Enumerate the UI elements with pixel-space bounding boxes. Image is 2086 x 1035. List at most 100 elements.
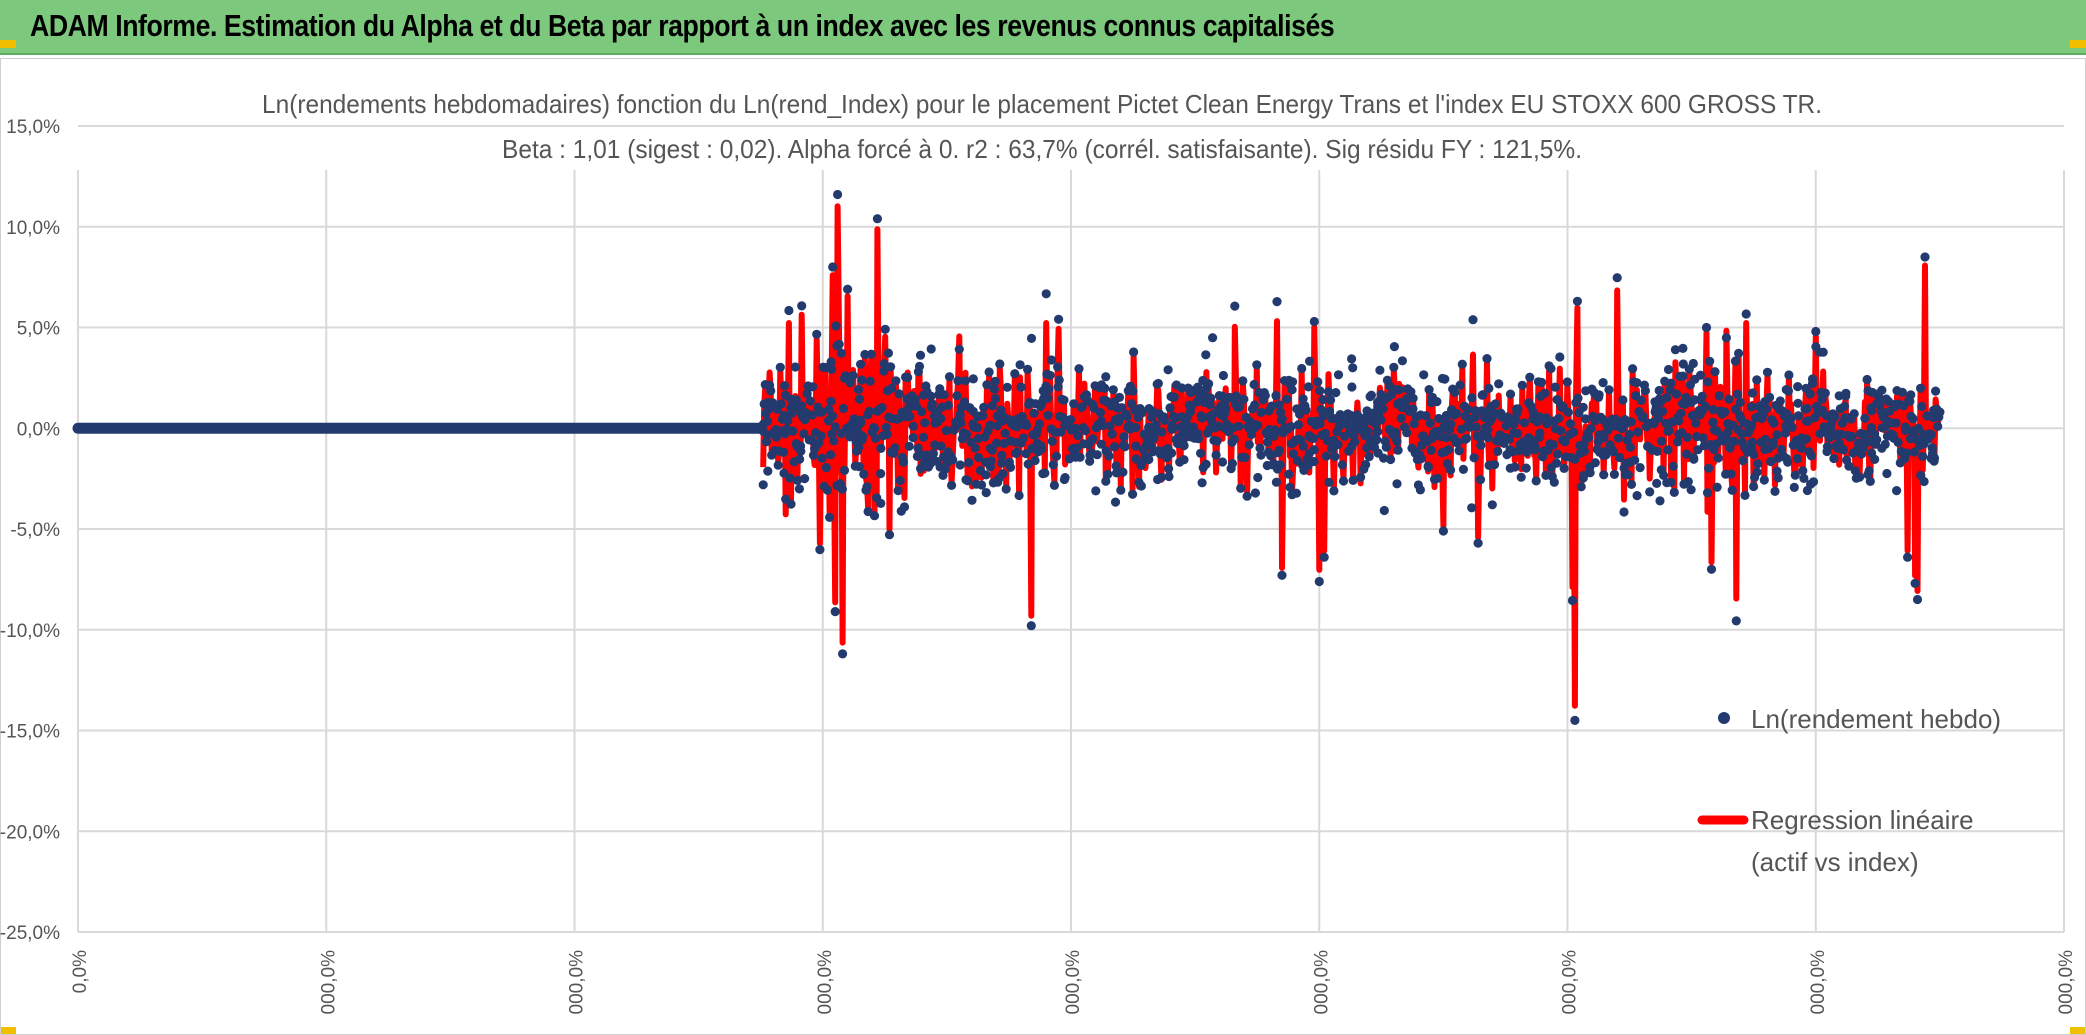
data-point bbox=[1735, 397, 1745, 407]
data-point bbox=[1236, 483, 1246, 493]
data-point bbox=[1698, 433, 1708, 443]
data-point bbox=[1689, 454, 1699, 464]
data-point bbox=[828, 262, 838, 272]
data-point bbox=[1015, 360, 1025, 370]
data-point bbox=[1329, 435, 1339, 445]
data-point bbox=[1916, 383, 1926, 393]
data-point bbox=[1801, 434, 1811, 444]
data-point bbox=[1724, 394, 1734, 404]
data-point bbox=[1733, 425, 1743, 435]
data-point bbox=[876, 469, 886, 479]
data-point bbox=[1014, 490, 1024, 501]
data-point bbox=[1197, 413, 1207, 423]
data-point bbox=[794, 484, 805, 494]
data-point bbox=[1088, 399, 1098, 410]
data-point bbox=[1419, 370, 1429, 380]
data-point bbox=[1129, 347, 1139, 357]
data-point bbox=[1218, 391, 1228, 401]
data-point bbox=[1632, 378, 1642, 388]
y-tick-label: -20,0% bbox=[0, 822, 60, 843]
data-point bbox=[902, 394, 912, 404]
data-point bbox=[1197, 478, 1207, 488]
data-point bbox=[1553, 449, 1563, 459]
data-point bbox=[1531, 476, 1541, 486]
data-point bbox=[1607, 445, 1617, 455]
data-point bbox=[973, 423, 983, 433]
data-point bbox=[779, 468, 789, 478]
data-point bbox=[1315, 386, 1325, 396]
data-point bbox=[1578, 402, 1588, 412]
data-point bbox=[1806, 451, 1816, 461]
data-point bbox=[1238, 376, 1248, 386]
data-point bbox=[1128, 489, 1138, 499]
data-point bbox=[977, 480, 987, 490]
data-point bbox=[1231, 391, 1241, 401]
data-point bbox=[1023, 364, 1033, 374]
data-point bbox=[1088, 434, 1098, 444]
data-point bbox=[1144, 454, 1154, 465]
data-point bbox=[1645, 487, 1655, 497]
data-point bbox=[792, 441, 802, 451]
data-point bbox=[1897, 387, 1907, 397]
data-point bbox=[1613, 433, 1624, 443]
data-point bbox=[1477, 390, 1487, 400]
data-point bbox=[1394, 385, 1404, 395]
data-point bbox=[1626, 417, 1636, 427]
data-point bbox=[1776, 444, 1786, 455]
data-point bbox=[786, 403, 796, 413]
data-point bbox=[1651, 404, 1661, 414]
data-point bbox=[955, 460, 965, 470]
data-point bbox=[1900, 422, 1910, 432]
data-point bbox=[1262, 437, 1273, 447]
data-point bbox=[1705, 356, 1715, 366]
data-point bbox=[1287, 385, 1297, 395]
data-point bbox=[1098, 421, 1108, 431]
data-point bbox=[1338, 476, 1349, 486]
data-point bbox=[1805, 389, 1815, 399]
data-point bbox=[773, 460, 783, 470]
data-point bbox=[1726, 469, 1736, 479]
data-point bbox=[1205, 400, 1215, 410]
data-point bbox=[1165, 403, 1175, 413]
data-point bbox=[1249, 379, 1259, 390]
data-point bbox=[1920, 252, 1930, 262]
data-point bbox=[1364, 452, 1374, 462]
data-point bbox=[1131, 441, 1141, 451]
data-point bbox=[1717, 409, 1727, 419]
data-point bbox=[1877, 443, 1887, 453]
data-point bbox=[1406, 404, 1416, 414]
data-point bbox=[1047, 436, 1057, 446]
data-point bbox=[1525, 372, 1535, 382]
chart-title: Ln(rendements hebdomadaires) fonction du… bbox=[262, 89, 1822, 119]
data-point bbox=[1393, 445, 1403, 455]
data-point bbox=[1274, 445, 1284, 455]
data-point bbox=[1309, 445, 1319, 455]
data-point bbox=[954, 344, 964, 354]
data-point bbox=[827, 429, 837, 439]
data-point bbox=[855, 415, 866, 425]
data-point bbox=[1361, 460, 1371, 470]
data-point bbox=[1883, 417, 1893, 427]
data-point bbox=[1250, 400, 1260, 410]
data-point bbox=[834, 339, 844, 349]
data-point bbox=[838, 649, 848, 659]
data-point bbox=[1678, 359, 1688, 369]
data-point bbox=[1617, 423, 1627, 433]
data-point bbox=[1260, 391, 1270, 401]
data-point bbox=[1609, 418, 1619, 429]
data-point bbox=[1109, 397, 1120, 407]
corner-marker-bottom-right bbox=[2070, 1027, 2086, 1035]
data-point bbox=[1541, 413, 1551, 423]
data-point bbox=[1772, 466, 1782, 476]
data-point bbox=[1032, 425, 1042, 435]
data-point bbox=[1242, 491, 1252, 501]
data-point bbox=[1116, 485, 1126, 495]
x-tick-label: 000,0% bbox=[2056, 950, 2077, 1015]
data-point bbox=[1822, 446, 1832, 457]
data-point bbox=[1070, 450, 1080, 460]
data-point bbox=[775, 362, 785, 372]
data-point bbox=[1176, 412, 1186, 422]
data-point bbox=[1734, 348, 1744, 358]
data-point bbox=[1749, 449, 1759, 460]
data-point bbox=[1298, 441, 1308, 451]
